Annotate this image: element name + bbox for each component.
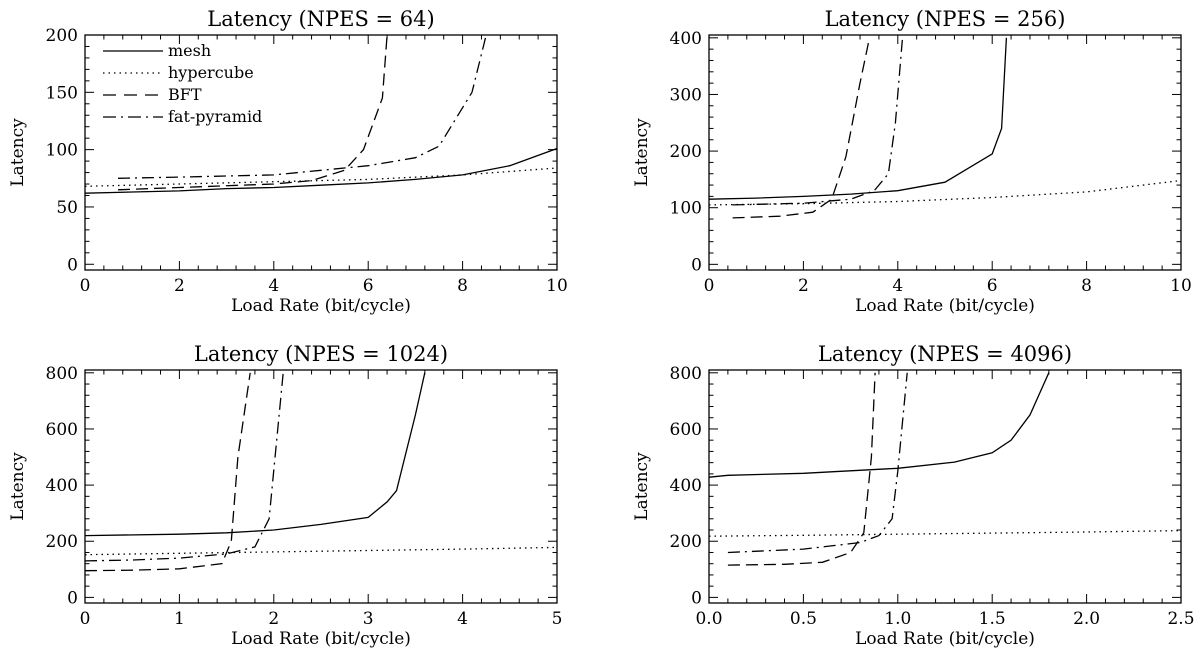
y-tick-label: 0 bbox=[67, 255, 78, 275]
x-axis-label: Load Rate (bit/cycle) bbox=[231, 629, 411, 649]
y-tick-label: 150 bbox=[46, 83, 78, 103]
series-line-hypercube bbox=[709, 529, 1181, 537]
x-tick-label: 0.5 bbox=[790, 609, 817, 629]
y-tick-label: 100 bbox=[46, 141, 78, 161]
x-tick-label: 6 bbox=[363, 276, 374, 296]
series-line-fat-pyramid bbox=[85, 372, 284, 562]
x-tick-label: 0 bbox=[80, 609, 91, 629]
y-tick-label: 400 bbox=[670, 476, 702, 496]
y-axis-label: Latency bbox=[632, 118, 652, 187]
y-axis-label: Latency bbox=[8, 452, 28, 521]
series-line-mesh bbox=[85, 147, 557, 194]
series-line-fat-pyramid bbox=[117, 35, 487, 179]
series-line-bft bbox=[732, 37, 871, 219]
x-tick-label: 2 bbox=[268, 609, 279, 629]
series-line-bft bbox=[727, 372, 876, 566]
x-tick-label: 3 bbox=[363, 609, 374, 629]
plot-frame bbox=[708, 34, 1182, 271]
series-line-mesh bbox=[709, 372, 1050, 478]
y-tick-label: 200 bbox=[46, 532, 78, 552]
series-line-fat-pyramid bbox=[732, 37, 904, 206]
x-tick-label: 0 bbox=[80, 276, 91, 296]
x-axis-label: Load Rate (bit/cycle) bbox=[855, 296, 1035, 316]
x-tick-label: 0 bbox=[704, 276, 715, 296]
chart-title: Latency (NPES = 1024) bbox=[194, 342, 448, 366]
series-line-mesh bbox=[709, 37, 1008, 200]
y-tick-label: 200 bbox=[670, 532, 702, 552]
chart-title: Latency (NPES = 256) bbox=[825, 7, 1066, 31]
x-tick-label: 1.5 bbox=[979, 609, 1006, 629]
plot-frame bbox=[708, 369, 1182, 604]
x-tick-label: 2 bbox=[174, 276, 185, 296]
plot-frame bbox=[84, 34, 558, 271]
legend-label: hypercube bbox=[168, 63, 254, 82]
legend-label: mesh bbox=[168, 41, 211, 60]
x-tick-label: 2.0 bbox=[1073, 609, 1100, 629]
series-line-mesh bbox=[85, 372, 426, 537]
series-line-hypercube bbox=[85, 546, 557, 556]
y-tick-label: 0 bbox=[67, 588, 78, 608]
y-tick-label: 100 bbox=[670, 199, 702, 219]
x-tick-label: 4 bbox=[457, 609, 468, 629]
series-group bbox=[709, 37, 1181, 219]
x-tick-label: 8 bbox=[457, 276, 468, 296]
x-tick-label: 10 bbox=[546, 276, 568, 296]
y-tick-label: 200 bbox=[46, 26, 78, 46]
chart-panel-npes-1024: 0 1 2 3 4 5 0 200 400 600 800 Latency (NPES = 1024)… bbox=[8, 342, 562, 649]
series-group bbox=[85, 372, 557, 572]
y-tick-label: 50 bbox=[56, 198, 78, 218]
plot-frame bbox=[84, 369, 558, 604]
y-tick-label: 0 bbox=[691, 588, 702, 608]
x-tick-label: 8 bbox=[1081, 276, 1092, 296]
series-line-bft bbox=[117, 35, 388, 191]
x-tick-label: 6 bbox=[987, 276, 998, 296]
x-tick-label: 2.5 bbox=[1167, 609, 1194, 629]
series-line-hypercube bbox=[709, 179, 1181, 206]
x-tick-label: 10 bbox=[1170, 276, 1192, 296]
x-tick-label: 4 bbox=[892, 276, 903, 296]
x-tick-label: 2 bbox=[798, 276, 809, 296]
series-line-fat-pyramid bbox=[727, 372, 908, 554]
y-tick-label: 600 bbox=[46, 420, 78, 440]
y-tick-label: 200 bbox=[670, 142, 702, 162]
y-tick-label: 300 bbox=[670, 85, 702, 105]
legend-label: fat-pyramid bbox=[168, 107, 262, 126]
series-group bbox=[85, 35, 557, 194]
series-line-bft bbox=[85, 372, 251, 572]
x-tick-label: 1 bbox=[174, 609, 185, 629]
chart-title: Latency (NPES = 64) bbox=[207, 7, 434, 31]
chart-panel-npes-4096: 0.0 0.5 1.0 1.5 2.0 2.5 0 200 400 600 800 Latency (… bbox=[632, 342, 1195, 649]
x-tick-label: 5 bbox=[552, 609, 563, 629]
x-tick-label: 4 bbox=[268, 276, 279, 296]
x-tick-label: 1.0 bbox=[884, 609, 911, 629]
legend: mesh hypercube BFT fat-pyramid bbox=[103, 41, 262, 126]
y-tick-label: 800 bbox=[670, 364, 702, 384]
y-axis-label: Latency bbox=[8, 118, 28, 187]
y-tick-label: 800 bbox=[46, 364, 78, 384]
x-axis-label: Load Rate (bit/cycle) bbox=[855, 629, 1035, 649]
chart-title: Latency (NPES = 4096) bbox=[818, 342, 1072, 366]
x-axis-label: Load Rate (bit/cycle) bbox=[231, 296, 411, 316]
y-tick-label: 400 bbox=[46, 476, 78, 496]
legend-label: BFT bbox=[168, 85, 202, 104]
y-axis-label: Latency bbox=[632, 452, 652, 521]
series-group bbox=[709, 372, 1181, 566]
y-tick-label: 600 bbox=[670, 420, 702, 440]
y-tick-label: 400 bbox=[670, 29, 702, 49]
x-tick-label: 0.0 bbox=[695, 609, 722, 629]
y-tick-label: 0 bbox=[691, 255, 702, 275]
